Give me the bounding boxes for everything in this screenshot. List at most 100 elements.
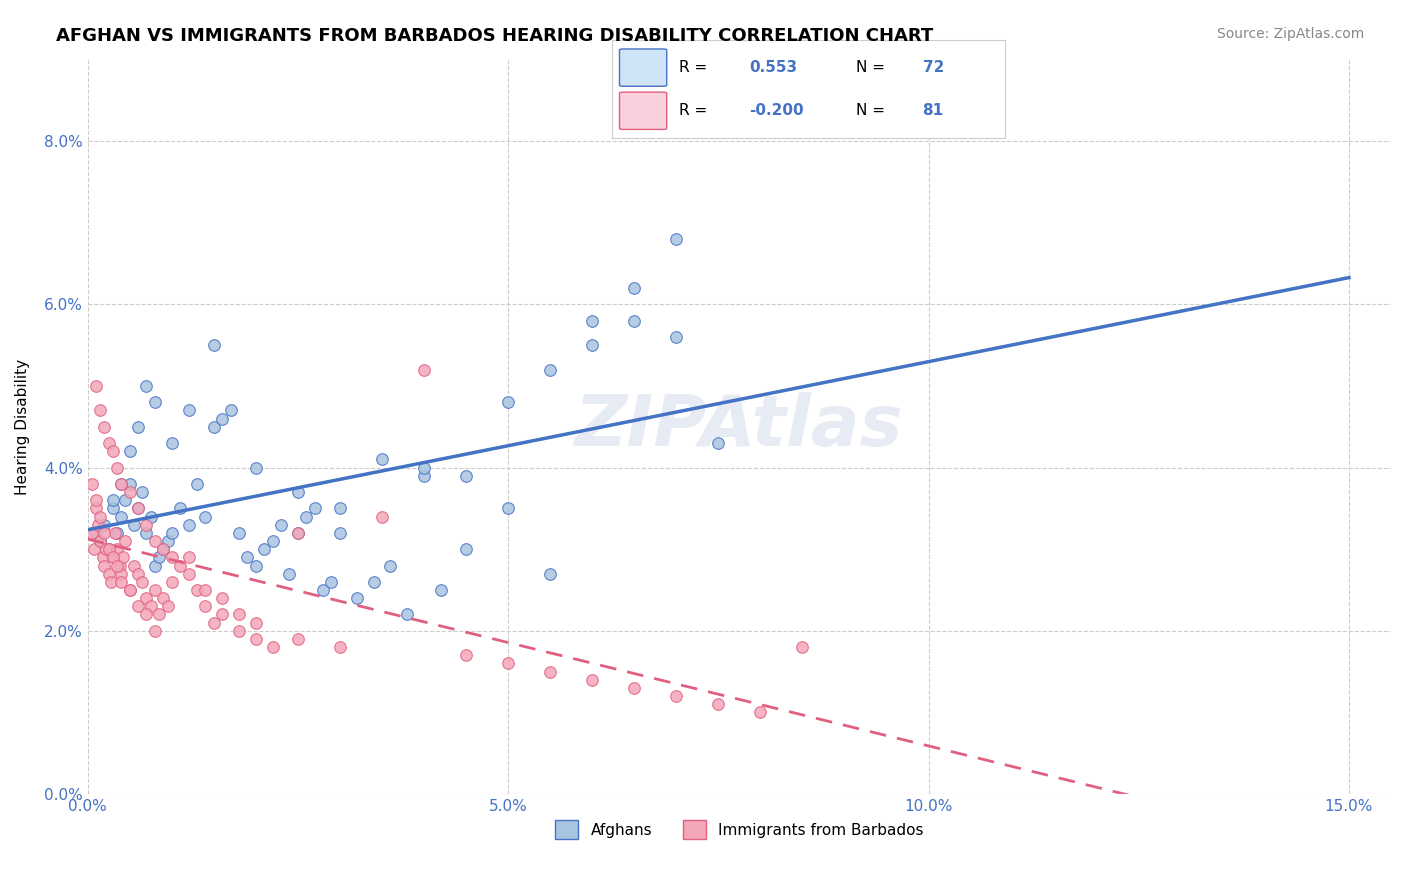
Point <box>623 314 645 328</box>
Point <box>270 517 292 532</box>
Point <box>321 574 343 589</box>
Point <box>135 379 157 393</box>
Point <box>84 493 107 508</box>
Point <box>186 477 208 491</box>
Point <box>143 558 166 573</box>
Text: -0.200: -0.200 <box>749 103 804 119</box>
Point <box>707 436 730 450</box>
Point <box>111 550 134 565</box>
FancyBboxPatch shape <box>620 92 666 129</box>
Point <box>127 419 149 434</box>
Text: 72: 72 <box>922 60 943 75</box>
Point <box>371 452 394 467</box>
Point <box>211 591 233 606</box>
Point <box>91 550 114 565</box>
Point <box>143 582 166 597</box>
Point <box>80 477 103 491</box>
Point <box>262 640 284 654</box>
FancyBboxPatch shape <box>620 49 666 87</box>
Point <box>86 517 108 532</box>
Text: R =: R = <box>679 60 707 75</box>
Text: Source: ZipAtlas.com: Source: ZipAtlas.com <box>1216 27 1364 41</box>
Point <box>194 582 217 597</box>
Point <box>329 640 352 654</box>
Point <box>287 485 309 500</box>
Point <box>160 436 183 450</box>
Point <box>413 468 436 483</box>
Point <box>202 615 225 630</box>
Point <box>496 395 519 409</box>
Point <box>312 582 335 597</box>
Point <box>80 525 103 540</box>
Point <box>110 574 132 589</box>
Point <box>135 607 157 622</box>
Point <box>160 574 183 589</box>
Point <box>228 624 250 638</box>
Point <box>454 542 477 557</box>
Point <box>93 525 115 540</box>
Point <box>143 395 166 409</box>
Point <box>156 534 179 549</box>
Point <box>83 542 105 557</box>
Point <box>262 534 284 549</box>
Point <box>169 501 191 516</box>
Point <box>114 534 136 549</box>
Point <box>211 607 233 622</box>
Point <box>169 558 191 573</box>
Point <box>127 501 149 516</box>
Point <box>118 444 141 458</box>
Text: R =: R = <box>679 103 707 119</box>
Point <box>454 468 477 483</box>
Point <box>101 501 124 516</box>
Point <box>127 599 149 614</box>
Point <box>84 379 107 393</box>
Point <box>118 582 141 597</box>
Point <box>363 574 385 589</box>
Point <box>110 477 132 491</box>
Point <box>538 362 561 376</box>
Point <box>152 542 174 557</box>
Point <box>623 681 645 695</box>
Point <box>105 558 128 573</box>
Point <box>89 534 111 549</box>
Point <box>211 411 233 425</box>
Point <box>295 509 318 524</box>
Point <box>202 419 225 434</box>
Point <box>581 673 603 687</box>
Point <box>160 525 183 540</box>
Point <box>329 501 352 516</box>
Point <box>665 330 688 344</box>
Point <box>253 542 276 557</box>
Legend: Afghans, Immigrants from Barbados: Afghans, Immigrants from Barbados <box>550 814 929 845</box>
Text: 81: 81 <box>922 103 943 119</box>
Point <box>156 599 179 614</box>
Point <box>245 615 267 630</box>
Point <box>371 509 394 524</box>
Point <box>287 525 309 540</box>
Point <box>245 632 267 646</box>
Point <box>114 493 136 508</box>
Point <box>97 542 120 557</box>
Point <box>100 574 122 589</box>
Point <box>160 550 183 565</box>
Point <box>105 542 128 557</box>
Point <box>413 362 436 376</box>
Point <box>581 338 603 352</box>
Point <box>194 599 217 614</box>
Point <box>131 574 153 589</box>
Point <box>101 550 124 565</box>
Point <box>84 525 107 540</box>
Point <box>538 566 561 581</box>
Point <box>135 517 157 532</box>
Text: 0.553: 0.553 <box>749 60 797 75</box>
Point <box>278 566 301 581</box>
Point <box>245 460 267 475</box>
Point <box>139 509 162 524</box>
Text: N =: N = <box>856 103 884 119</box>
Point <box>139 599 162 614</box>
Point <box>122 558 145 573</box>
Point <box>496 657 519 671</box>
Point <box>101 550 124 565</box>
Point <box>287 525 309 540</box>
Point <box>304 501 326 516</box>
